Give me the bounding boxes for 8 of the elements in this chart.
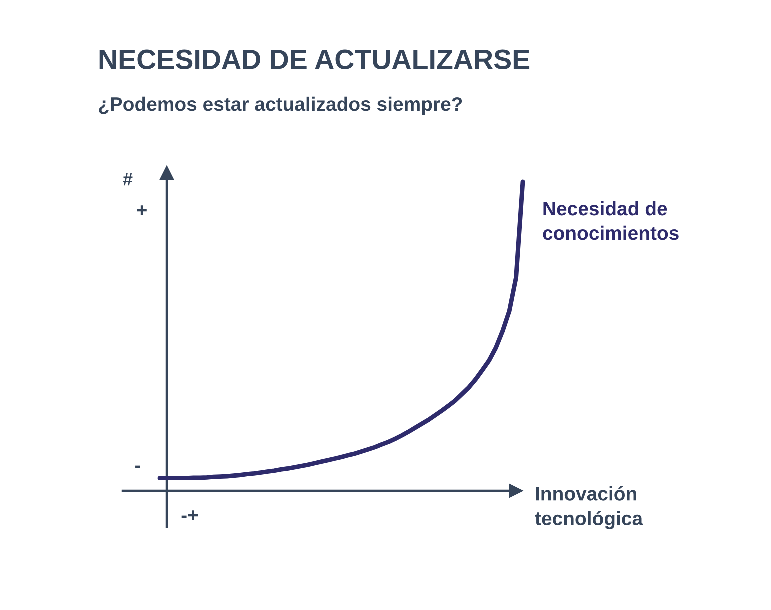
- text: -: [136, 466, 140, 468]
- text: -+: [182, 510, 198, 520]
- text: +: [137, 206, 147, 216]
- chart-subtitle: ¿Podemos estar actualizados siempre?: [99, 96, 462, 116]
- series-label: Necesidad de conocimientos: [543, 201, 679, 240]
- y-axis-title: #: [123, 173, 133, 186]
- chart-title: NECESIDAD DE ACTUALIZARSE: [100, 50, 530, 70]
- x-axis-title: Innovación tecnológica: [535, 486, 644, 530]
